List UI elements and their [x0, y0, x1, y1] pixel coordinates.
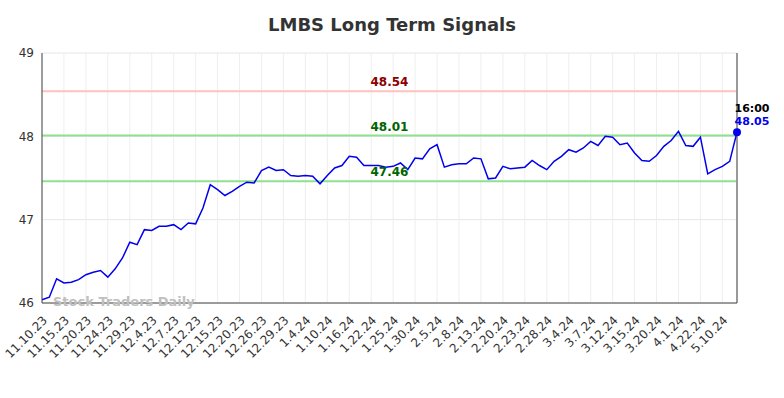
svg-text:3.4.24: 3.4.24 — [540, 313, 577, 351]
svg-text:48.01: 48.01 — [371, 120, 409, 134]
svg-text:46: 46 — [19, 296, 34, 310]
svg-text:3.12.24: 3.12.24 — [578, 313, 621, 356]
svg-text:11.15.23: 11.15.23 — [24, 313, 73, 361]
svg-text:2.13.24: 2.13.24 — [446, 313, 490, 356]
svg-text:48.05: 48.05 — [735, 115, 770, 128]
svg-text:3.15.24: 3.15.24 — [600, 313, 643, 356]
svg-text:48.54: 48.54 — [371, 75, 409, 89]
svg-text:12.12.23: 12.12.23 — [156, 313, 204, 361]
svg-text:5.10.24: 5.10.24 — [688, 313, 730, 355]
svg-text:47: 47 — [19, 213, 34, 227]
svg-text:1.4.24: 1.4.24 — [276, 313, 314, 351]
svg-text:2.23.24: 2.23.24 — [490, 313, 533, 356]
svg-text:11.29.23: 11.29.23 — [90, 313, 138, 361]
svg-text:1.25.24: 1.25.24 — [359, 313, 402, 356]
svg-text:12.20.23: 12.20.23 — [200, 313, 248, 361]
svg-text:11.20.23: 11.20.23 — [46, 313, 94, 361]
svg-text:4.1.24: 4.1.24 — [649, 313, 687, 351]
html-text:Stock Traders Daily: Stock Traders Daily — [53, 294, 195, 309]
svg-text:4.22.24: 4.22.24 — [666, 313, 709, 356]
svg-text:12.15.23: 12.15.23 — [178, 313, 226, 361]
svg-text:48: 48 — [19, 130, 34, 144]
svg-text:1.22.24: 1.22.24 — [337, 313, 380, 356]
svg-text:3.7.24: 3.7.24 — [561, 313, 599, 351]
svg-text:3.20.24: 3.20.24 — [622, 313, 665, 356]
svg-text:16:00: 16:00 — [734, 102, 769, 115]
svg-text:1.10.24: 1.10.24 — [293, 313, 336, 356]
svg-text:47.46: 47.46 — [371, 165, 409, 179]
svg-text:2.28.24: 2.28.24 — [512, 313, 555, 356]
svg-text:49: 49 — [19, 46, 34, 60]
svg-text:12.26.23: 12.26.23 — [221, 313, 270, 361]
svg-text:2.5.24: 2.5.24 — [408, 313, 446, 351]
svg-text:12.4.23: 12.4.23 — [117, 313, 160, 356]
svg-text:2.20.24: 2.20.24 — [468, 313, 511, 356]
svg-text:12.29.23: 12.29.23 — [243, 313, 292, 361]
html-text:LMBS Long Term Signals: LMBS Long Term Signals — [268, 14, 516, 35]
svg-text:1.30.24: 1.30.24 — [381, 313, 424, 356]
svg-text:11.24.23: 11.24.23 — [68, 313, 116, 361]
svg-text:1.16.24: 1.16.24 — [315, 313, 358, 356]
svg-text:12.7.23: 12.7.23 — [139, 313, 182, 356]
svg-text:2.8.24: 2.8.24 — [430, 313, 468, 351]
